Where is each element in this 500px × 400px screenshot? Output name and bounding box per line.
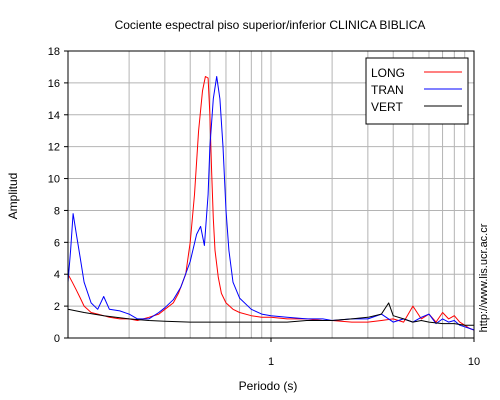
series-line-vert	[67, 302, 474, 326]
x-tick-label: 10	[468, 356, 480, 368]
legend: LONG TRAN VERT	[365, 57, 469, 125]
y-tick-label: 16	[48, 78, 60, 90]
series-line-long	[67, 76, 475, 331]
legend-box	[365, 57, 469, 125]
x-tick-label: 1	[268, 356, 274, 368]
chart-title: Cociente espectral piso superior/inferio…	[115, 18, 426, 32]
y-tick-label: 8	[54, 205, 60, 217]
y-tick-label: 2	[54, 301, 60, 313]
y-tick-label: 0	[54, 333, 60, 345]
legend-label-tran: TRAN	[371, 83, 404, 97]
y-tick-label: 4	[54, 269, 60, 281]
y-tick-label: 10	[48, 174, 60, 186]
grid	[68, 51, 474, 338]
legend-label-vert: VERT	[371, 100, 403, 114]
y-axis: 0 2 4 6 8 10 12 14 16 18	[48, 46, 68, 345]
x-axis-label: Periodo (s)	[239, 379, 298, 393]
x-axis: 1 10	[268, 338, 480, 368]
y-tick-label: 14	[48, 110, 60, 122]
legend-label-long: LONG	[371, 66, 405, 80]
side-url-text: http://www.lis.ucr.ac.cr	[478, 223, 490, 332]
y-tick-label: 6	[54, 237, 60, 249]
plot-frame	[67, 50, 475, 339]
y-tick-label: 12	[48, 142, 60, 154]
series-line-tran	[67, 76, 475, 331]
series-lines	[67, 76, 475, 331]
y-axis-label: Amplitud	[6, 173, 20, 220]
y-tick-label: 18	[48, 46, 60, 58]
